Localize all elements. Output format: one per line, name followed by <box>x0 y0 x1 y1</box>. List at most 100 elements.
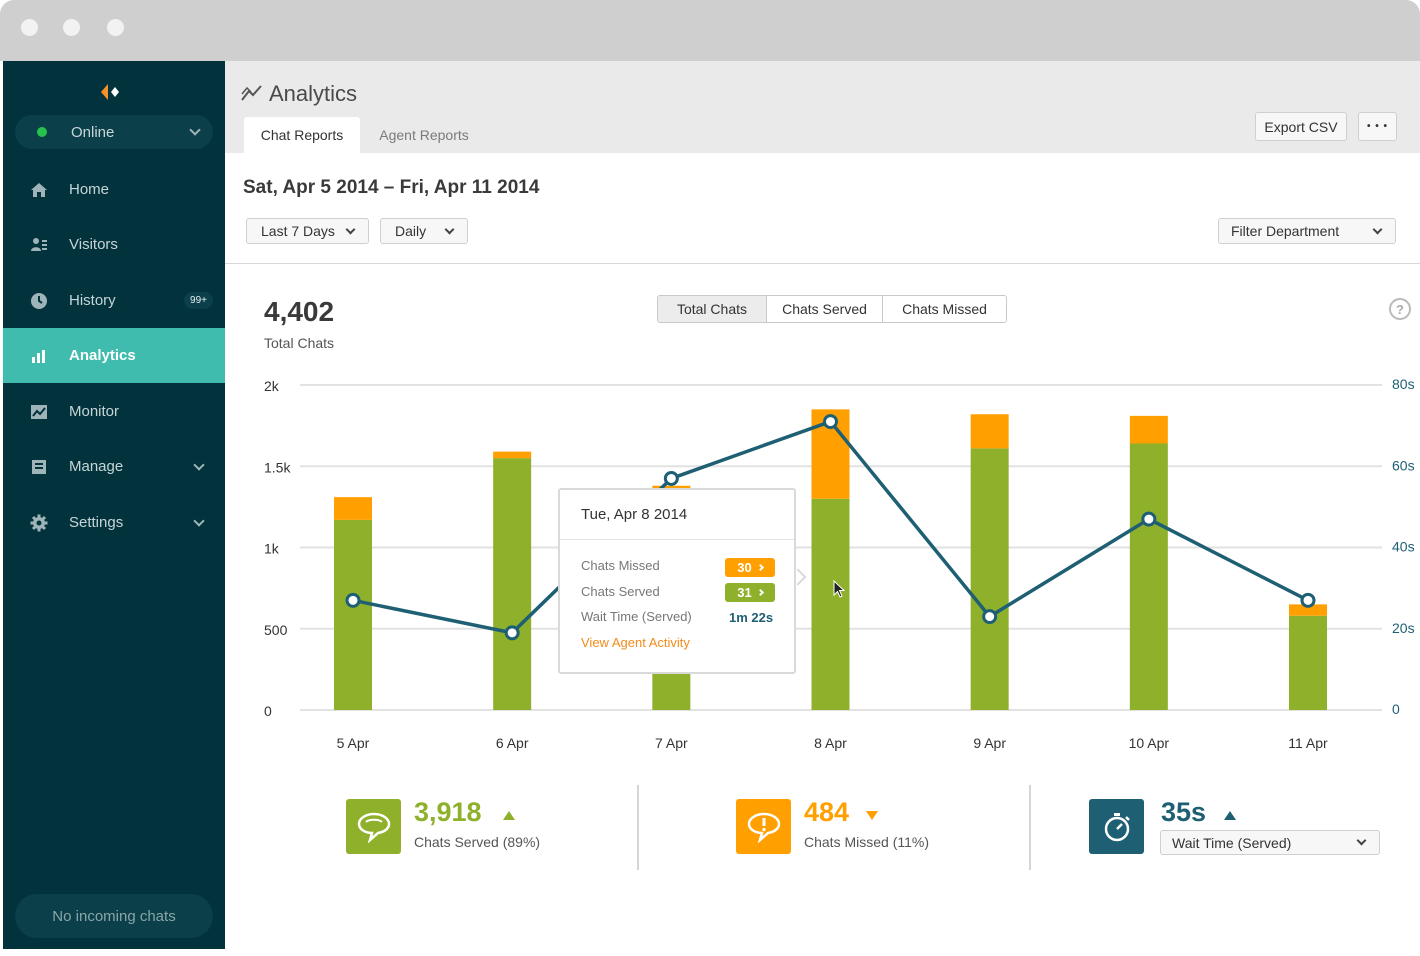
tooltip-missed-pill[interactable]: 30 <box>725 558 775 577</box>
bar-missed <box>1289 604 1327 616</box>
help-icon[interactable]: ? <box>1389 298 1411 320</box>
chats-missed-value: 484 <box>804 797 850 827</box>
x-tick-label: 6 Apr <box>496 735 529 751</box>
bar-missed <box>1129 415 1168 444</box>
y2-tick-label: 0 <box>1392 701 1400 717</box>
x-tick-label: 8 Apr <box>814 735 847 751</box>
y2-tick-label: 60s <box>1392 457 1415 473</box>
chats-served-value: 3,918 <box>414 797 482 827</box>
tooltip-wait-value: 1m 22s <box>729 610 774 625</box>
chevron-down-icon <box>1356 835 1367 846</box>
total-chats-value: 4,402 <box>264 296 335 327</box>
chats-served-label: Chats Served (89%) <box>414 834 541 850</box>
tooltip-served-label: Chats Served <box>581 584 660 599</box>
more-options-button[interactable]: • • • <box>1358 112 1397 141</box>
export-csv-button[interactable]: Export CSV <box>1255 112 1347 141</box>
chevron-right-icon <box>756 563 764 572</box>
filter-department-dropdown[interactable]: Filter Department <box>1218 218 1396 244</box>
monitor-chart-icon <box>30 403 48 421</box>
y-tick-label: 2k <box>264 378 280 394</box>
title-bar <box>0 0 1420 61</box>
tooltip-served-value: 31 <box>737 585 752 600</box>
chat-bubble-icon <box>346 799 401 854</box>
toggle-chats-served[interactable]: Chats Served <box>766 296 882 322</box>
sidebar-item-home[interactable]: Home <box>3 162 225 217</box>
x-tick-label: 11 Apr <box>1288 735 1328 751</box>
analytics-trend-icon <box>241 85 262 101</box>
minimize-window-button[interactable] <box>63 19 80 36</box>
wait-time-metric-dropdown[interactable]: Wait Time (Served) <box>1160 830 1380 855</box>
bar-served <box>493 458 532 710</box>
sidebar-item-label: Visitors <box>69 236 118 253</box>
y2-tick-label: 80s <box>1392 376 1415 392</box>
x-tick-label: 5 Apr <box>337 735 370 751</box>
sidebar-item-label: Settings <box>69 514 124 531</box>
close-window-button[interactable] <box>21 19 38 36</box>
sidebar-item-visitors[interactable]: Visitors <box>3 217 225 272</box>
wait-time-point <box>663 470 679 486</box>
maximize-window-button[interactable] <box>107 19 124 36</box>
home-icon <box>30 181 48 199</box>
y-tick-label: 0 <box>264 703 272 719</box>
toggle-chats-missed[interactable]: Chats Missed <box>882 296 1006 322</box>
history-count-badge: 99+ <box>184 292 213 309</box>
bar-missed <box>493 451 532 459</box>
sidebar-item-monitor[interactable]: Monitor <box>3 384 225 439</box>
wait-time-point <box>1300 592 1316 608</box>
y-tick-label: 500 <box>264 622 288 638</box>
chevron-down-icon <box>189 124 201 136</box>
sidebar-item-label: Monitor <box>69 403 120 420</box>
clock-icon <box>30 292 48 310</box>
chevron-down-icon <box>1372 224 1383 234</box>
sidebar-item-analytics[interactable]: Analytics <box>3 328 225 383</box>
tab-chat-reports[interactable]: Chat Reports <box>244 117 360 153</box>
bar-served <box>970 448 1009 710</box>
granularity-dropdown-label: Daily <box>395 223 427 239</box>
period-dropdown[interactable]: Last 7 Days <box>246 218 369 244</box>
tooltip-wait-label: Wait Time (Served) <box>581 609 692 624</box>
bar-missed <box>334 497 372 520</box>
mouse-cursor-icon <box>833 580 846 598</box>
sidebar-item-label: Manage <box>69 458 124 475</box>
incoming-chats-status: No incoming chats <box>15 894 213 938</box>
period-dropdown-label: Last 7 Days <box>261 223 335 239</box>
gear-icon <box>30 514 48 532</box>
tab-agent-reports[interactable]: Agent Reports <box>379 127 469 143</box>
bar-served <box>1129 443 1168 710</box>
view-agent-activity-link[interactable]: View Agent Activity <box>581 635 690 650</box>
tooltip-title: Tue, Apr 8 2014 <box>581 506 688 523</box>
chevron-down-icon <box>444 224 455 234</box>
y-tick-label: 1.5k <box>264 459 291 475</box>
wait-time-line <box>352 419 1309 635</box>
wait-time-point <box>982 609 998 625</box>
y2-tick-label: 20s <box>1392 620 1415 636</box>
status-selector[interactable]: Online <box>15 115 213 149</box>
total-chats-label: Total Chats <box>264 335 335 351</box>
page-header: Analytics Chat Reports Agent Reports Exp… <box>225 61 1420 153</box>
stopwatch-icon <box>1089 799 1144 854</box>
y-tick-label: 1k <box>264 541 280 557</box>
sidebar-item-manage[interactable]: Manage <box>3 439 225 494</box>
bar-served <box>1289 615 1327 710</box>
chevron-down-icon <box>193 514 205 527</box>
wait-time-point <box>823 414 838 430</box>
toggle-total-chats[interactable]: Total Chats <box>658 296 766 322</box>
tooltip-missed-value: 30 <box>737 560 752 575</box>
bar-missed <box>970 414 1009 449</box>
chevron-down-icon <box>193 458 205 471</box>
chat-alert-icon <box>736 799 791 854</box>
bar-missed <box>811 409 850 499</box>
sidebar-item-settings[interactable]: Settings <box>3 495 225 550</box>
tooltip-served-pill[interactable]: 31 <box>725 583 775 602</box>
logo-icon <box>101 84 119 100</box>
granularity-dropdown[interactable]: Daily <box>380 218 468 244</box>
sidebar-item-history[interactable]: History 99+ <box>3 273 225 328</box>
x-tick-label: 9 Apr <box>973 735 1006 751</box>
trend-up-icon <box>503 811 515 820</box>
online-status-indicator <box>37 127 47 137</box>
tooltip-missed-label: Chats Missed <box>581 558 660 573</box>
status-label: Online <box>71 123 115 141</box>
sidebar-item-label: Home <box>69 181 110 198</box>
wait-time-value: 35s <box>1161 797 1207 827</box>
